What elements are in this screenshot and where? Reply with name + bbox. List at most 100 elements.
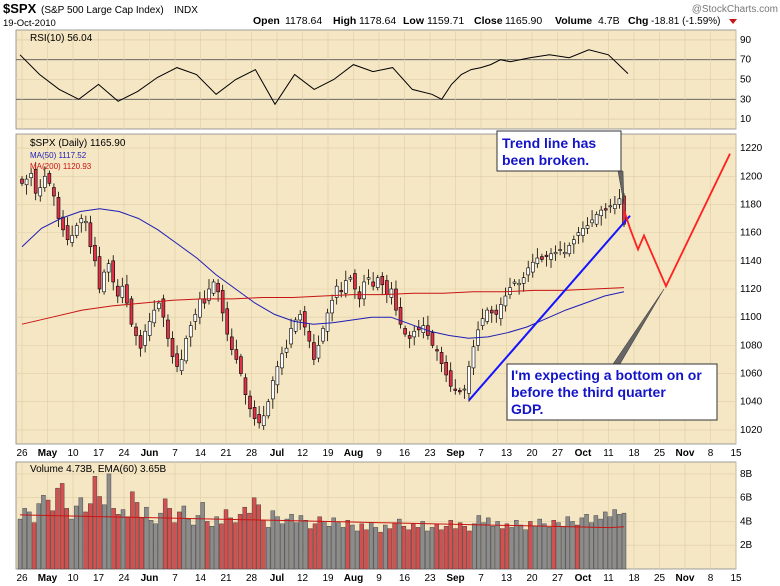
volume-bar [448,520,453,570]
price-candle [316,345,321,359]
volume-bar [92,476,98,570]
volume-bar [462,526,468,570]
price-candle [499,304,503,319]
volume-bar [401,526,407,570]
volume-bar [331,517,336,570]
price-x-tick-label: 8 [708,448,714,459]
rsi-tick-label: 90 [740,35,752,46]
volume-bar [345,520,350,570]
ma50-line [21,208,625,339]
price-candle [138,335,143,349]
price-candle [43,175,47,188]
volume-bar [167,508,173,570]
price-candle [380,276,385,286]
volume-bar [425,530,430,570]
volume-bar [31,522,37,570]
annotation-box-trend [496,130,622,172]
price-candle [115,285,120,297]
volume-bar [186,518,191,570]
chg-label: Chg [628,15,648,27]
price-candle [549,253,553,260]
price-candle [558,249,562,251]
price-candle [207,288,211,301]
price-candle [348,277,353,280]
volume-x-tick-label: 15 [730,573,742,584]
price-candle [581,228,585,236]
price-candle [198,298,202,318]
volume-bar [228,517,233,570]
price-candle [389,288,394,298]
volume-bar [261,520,266,570]
volume-bar [120,509,126,570]
volume-x-tick-label: Jun [141,573,159,584]
volume-bar [621,512,627,570]
price-candle [608,205,613,208]
volume-bar [546,527,552,570]
volume-bar [457,522,463,570]
volume-bar [162,498,168,570]
price-candle [175,353,179,367]
ma200-legend: MA(200) 1120.93 [30,162,92,171]
price-candle [485,309,489,322]
volume-bar [509,527,514,570]
price-x-tick-label: Oct [575,448,592,459]
volume-label: Volume [555,15,592,27]
close-value: 1165.90 [505,15,542,27]
price-candle [394,288,398,311]
volume-x-tick-label: 9 [376,573,382,584]
price-candle [134,326,138,336]
volume-bar [598,518,603,570]
price-candle [526,267,531,276]
volume-bar [317,516,322,570]
price-candle [512,281,517,284]
volume-bar [514,520,519,570]
price-candle [38,187,43,197]
volume-x-tick-label: 17 [93,573,105,584]
price-x-tick-label: May [38,448,58,459]
price-tick-label: 1220 [740,143,763,154]
volume-tick-label: 6B [740,493,753,504]
volume-bar [125,516,130,570]
price-candle [398,307,403,325]
volume-bar [359,523,364,570]
volume-bar [280,523,285,570]
price-candle [385,280,389,295]
volume-x-tick-label: Oct [575,573,592,584]
volume-bar [589,522,594,570]
price-candle [61,216,65,231]
volume-bar [303,520,308,570]
volume-value: 4.7B [598,15,620,27]
price-candle [220,290,225,314]
down-triangle-icon [729,19,737,24]
price-candle [56,197,61,219]
price-candle [453,388,458,391]
price-candle [157,302,161,310]
price-candle [371,281,375,287]
price-candle [24,178,29,186]
volume-bar [570,521,575,570]
price-candle [330,299,334,314]
price-candle [480,318,485,326]
high-value: 1178.64 [359,15,396,27]
price-candle [403,328,407,335]
annotation-box-bottom [506,363,718,421]
volume-bar [116,514,121,570]
index-name: (S&P 500 Large Cap Index) [41,5,164,16]
price-tick-label: 1120 [740,284,762,295]
volume-bar [537,518,542,570]
rsi-tick-label: 30 [740,94,752,105]
price-candle [179,359,184,372]
price-candle [622,195,626,225]
price-candle [225,308,230,335]
price-candle [275,366,280,386]
exchange: INDX [174,5,198,16]
price-candle [120,285,125,298]
volume-bar [434,523,439,570]
volume-bar [593,515,599,570]
price-candle [239,356,243,374]
price-x-tick-label: 12 [297,448,309,459]
price-candle [271,380,275,400]
volume-bar [144,506,149,570]
price-x-tick-label: 28 [246,448,258,459]
price-candle [375,277,380,288]
